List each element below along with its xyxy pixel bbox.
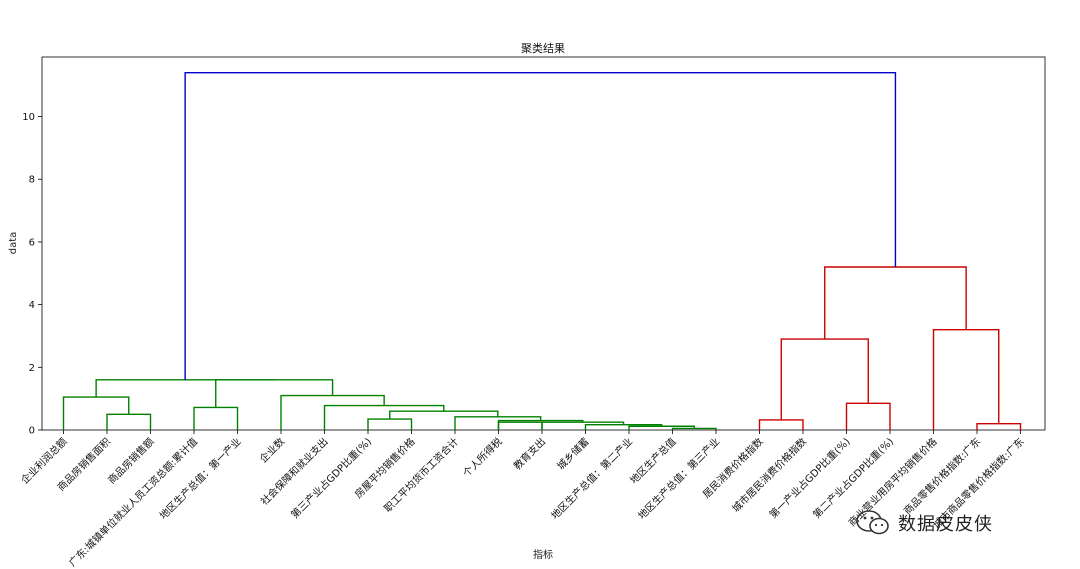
dendrogram-link	[758, 419, 804, 430]
dendrogram-link	[584, 423, 663, 430]
y-tick-label: 0	[29, 426, 35, 437]
leaf-label: 地区生产总值：第二产业	[548, 435, 635, 522]
dendrogram-link	[95, 379, 275, 398]
dendrogram-link	[497, 419, 584, 430]
dendrogram-link	[628, 425, 695, 430]
dendrogram-link	[215, 379, 334, 408]
leaf-labels: 企业利润总额商品房销售面积商品房销售额广东:城镇单位就业人员工资总额:累计值地区…	[18, 430, 1027, 569]
dendrogram-link	[780, 338, 869, 420]
y-tick-label: 4	[29, 300, 35, 311]
dendrogram-link	[367, 418, 413, 430]
y-tick-label: 8	[29, 175, 35, 186]
dendrogram-link	[184, 71, 897, 380]
dendrogram-link	[845, 402, 891, 430]
dendrogram-link	[389, 410, 499, 420]
leaf-label: 教育支出	[511, 435, 548, 472]
leaf-label: 城乡储蓄	[554, 435, 591, 472]
dendrogram-link	[671, 427, 717, 430]
plot-frame	[41, 56, 1046, 431]
dendrogram-link	[106, 413, 152, 430]
watermark-text: 数据皮皮侠	[898, 514, 993, 535]
watermark: 数据皮皮侠	[856, 509, 993, 537]
y-axis-label: data	[8, 232, 19, 255]
dendrogram-link	[62, 396, 130, 430]
leaf-label: 地区生产总值：第一产业	[157, 435, 244, 522]
y-tick-label: 6	[29, 237, 35, 248]
dendrogram-link	[824, 266, 967, 340]
leaf-label: 职工平均货币工资合计	[381, 435, 461, 515]
y-axis: 0 2 4 6 8 10	[22, 112, 42, 437]
leaf-label: 第一产业占GDP比重(%)	[766, 435, 852, 521]
y-tick-label: 2	[29, 363, 35, 374]
leaf-label: 企业数	[257, 435, 287, 465]
wechat-icon	[856, 510, 889, 535]
dendrogram-link	[323, 404, 445, 430]
dendrogram-link	[497, 421, 543, 430]
x-axis-label: 指标	[533, 548, 553, 561]
leaf-label: 地区生产总值：第三产业	[635, 435, 722, 522]
chart-title: 聚类结果	[521, 41, 565, 55]
dendrogram-link	[193, 406, 239, 430]
dendrogram-links	[62, 71, 1022, 430]
dendrogram-link	[976, 423, 1022, 430]
leaf-label: 城市居民消费价格指数	[729, 435, 809, 515]
dendrogram-link	[932, 328, 1000, 430]
y-tick-label: 10	[22, 112, 35, 123]
leaf-label: 第三产业占GDP比重(%)	[288, 435, 374, 521]
leaf-label: 商品零售价格指数:广东	[901, 435, 983, 517]
dendrogram-link	[541, 421, 625, 430]
leaf-label: 个人所得税	[460, 435, 505, 480]
